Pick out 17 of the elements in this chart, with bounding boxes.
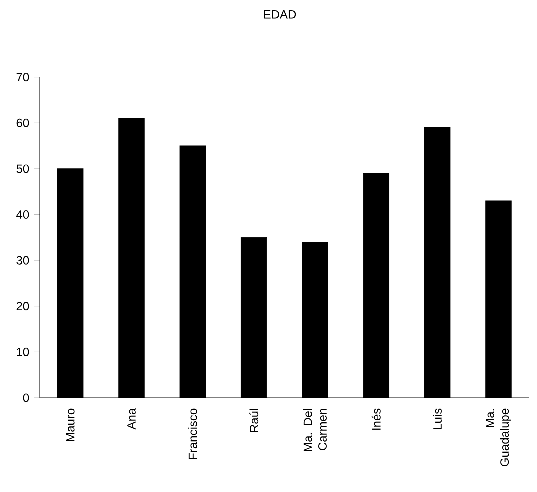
x-tick-label: Inés <box>372 408 381 430</box>
y-tick-label: 40 <box>16 210 30 220</box>
y-tick-label: 60 <box>16 118 30 128</box>
x-tick-label: Francisco <box>188 408 198 460</box>
y-tick-label: 0 <box>23 394 30 402</box>
y-tick-label: 30 <box>16 256 30 265</box>
y-tick-label: 10 <box>17 348 30 356</box>
x-tick-label: Raúl <box>250 409 259 432</box>
x-tick-label: Luis <box>433 408 442 430</box>
y-tick-label: 70 <box>16 73 30 82</box>
x-tick-label: Ma. Guadalupe <box>486 408 512 466</box>
x-tick-label: Mauro <box>66 408 75 442</box>
y-tick-label: 50 <box>16 164 30 174</box>
x-tick-label: Ana <box>128 408 136 430</box>
x-tick-label: Ma. Del Carmen <box>304 409 327 452</box>
y-tick-label: 20 <box>16 302 30 311</box>
chart-title: EDAD <box>264 10 296 19</box>
